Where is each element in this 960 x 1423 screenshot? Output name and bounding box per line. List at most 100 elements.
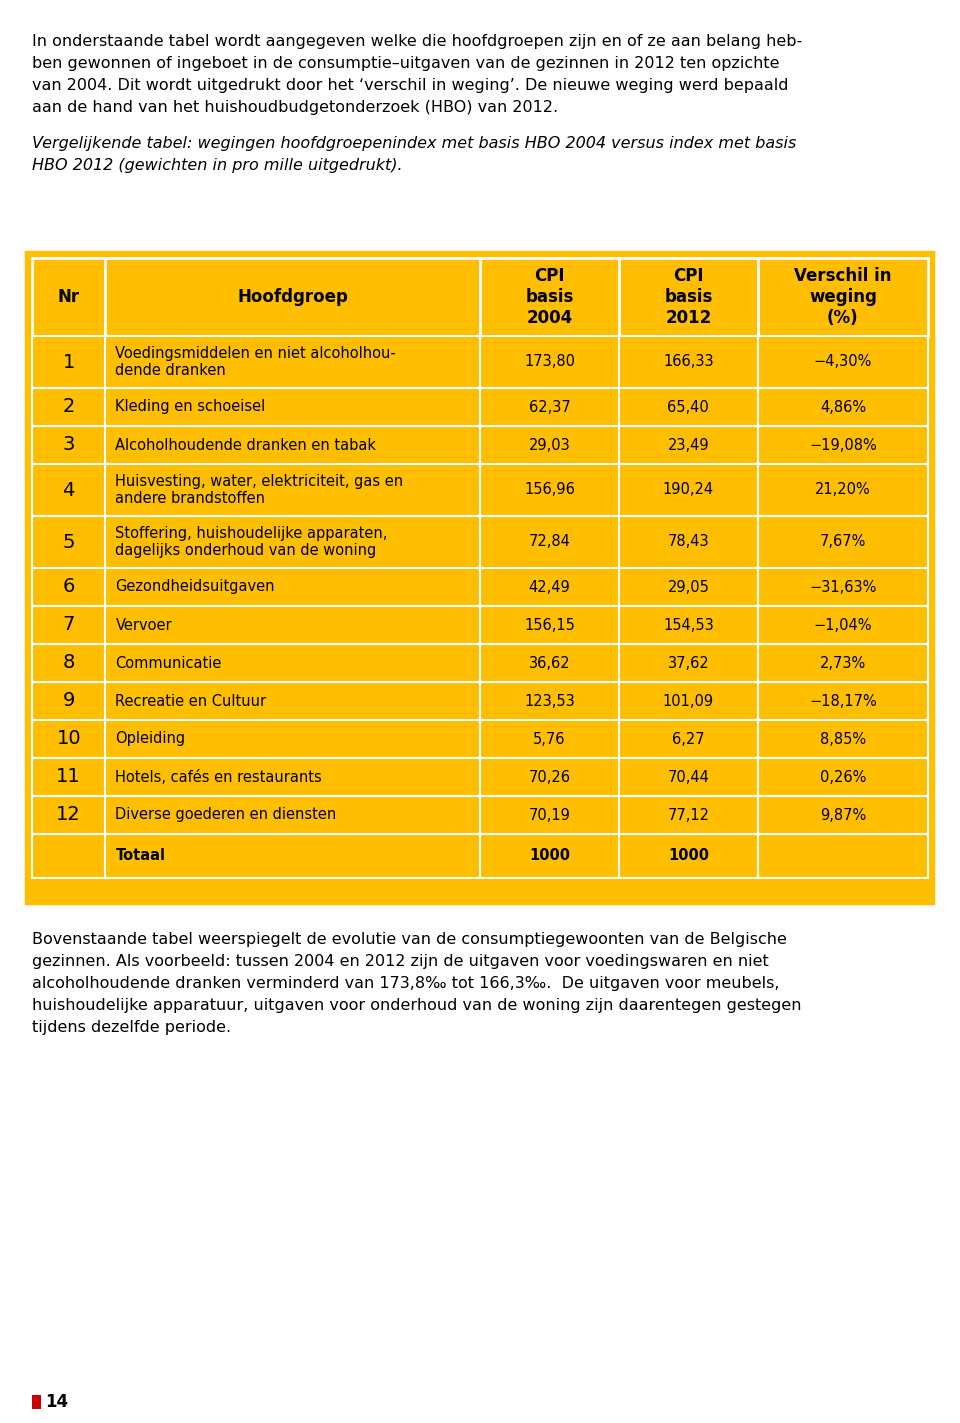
Bar	[32, 834, 106, 878]
Bar	[32, 720, 106, 758]
Bar	[480, 645, 619, 682]
Bar	[480, 388, 619, 425]
Text: Opleiding: Opleiding	[115, 731, 185, 747]
Text: Nr: Nr	[58, 287, 80, 306]
Bar	[106, 834, 480, 878]
Text: Stoffering, huishoudelijke apparaten,
dagelijks onderhoud van de woning: Stoffering, huishoudelijke apparaten, da…	[115, 527, 388, 558]
Text: Kleding en schoeisel: Kleding en schoeisel	[115, 400, 266, 414]
Text: Vergelijkende tabel: wegingen hoofdgroepenindex met basis HBO 2004 versus index : Vergelijkende tabel: wegingen hoofdgroep…	[32, 137, 797, 151]
Text: Voedingsmiddelen en niet alcoholhou-
dende dranken: Voedingsmiddelen en niet alcoholhou- den…	[115, 346, 396, 379]
Bar	[32, 758, 106, 795]
Bar	[106, 425, 480, 464]
Text: 1000: 1000	[529, 848, 570, 864]
Bar	[480, 795, 619, 834]
Bar	[757, 758, 928, 795]
Text: 2,73%: 2,73%	[820, 656, 866, 670]
Text: 4,86%: 4,86%	[820, 400, 866, 414]
Text: ben gewonnen of ingeboet in de consumptie–uitgaven van de gezinnen in 2012 ten o: ben gewonnen of ingeboet in de consumpti…	[32, 55, 780, 71]
Text: 8,85%: 8,85%	[820, 731, 866, 747]
Bar	[619, 258, 757, 336]
Text: 9: 9	[62, 692, 75, 710]
Bar	[757, 834, 928, 878]
Text: huishoudelijke apparatuur, uitgaven voor onderhoud van de woning zijn daarentege: huishoudelijke apparatuur, uitgaven voor…	[32, 998, 802, 1013]
Text: Vervoer: Vervoer	[115, 618, 172, 632]
Bar	[32, 464, 106, 517]
Text: 123,53: 123,53	[524, 693, 575, 709]
Text: −31,63%: −31,63%	[809, 579, 876, 595]
Text: aan de hand van het huishoudbudgetonderzoek (HBO) van 2012.: aan de hand van het huishoudbudgetonderz…	[32, 100, 558, 115]
Text: 23,49: 23,49	[667, 437, 709, 453]
Bar	[480, 606, 619, 645]
Bar	[757, 795, 928, 834]
Bar	[106, 517, 480, 568]
Text: Verschil in
weging
(%): Verschil in weging (%)	[794, 268, 892, 327]
Text: 78,43: 78,43	[667, 535, 709, 549]
Bar	[480, 517, 619, 568]
Text: 2: 2	[62, 397, 75, 417]
Text: 156,15: 156,15	[524, 618, 575, 632]
Text: 37,62: 37,62	[667, 656, 709, 670]
Text: 190,24: 190,24	[662, 482, 714, 498]
Bar	[619, 464, 757, 517]
Text: 1: 1	[62, 353, 75, 371]
Bar	[757, 464, 928, 517]
Bar	[32, 425, 106, 464]
Bar	[619, 682, 757, 720]
Text: −19,08%: −19,08%	[809, 437, 876, 453]
Text: 7: 7	[62, 616, 75, 635]
Text: 42,49: 42,49	[529, 579, 570, 595]
Bar	[757, 606, 928, 645]
Bar	[106, 464, 480, 517]
Text: 166,33: 166,33	[663, 354, 713, 370]
Bar	[757, 336, 928, 388]
Bar	[106, 606, 480, 645]
Text: 29,03: 29,03	[529, 437, 570, 453]
Text: 5,76: 5,76	[533, 731, 565, 747]
Text: 65,40: 65,40	[667, 400, 709, 414]
Bar	[757, 720, 928, 758]
Bar	[32, 606, 106, 645]
Text: HBO 2012 (gewichten in pro mille uitgedrukt).: HBO 2012 (gewichten in pro mille uitgedr…	[32, 158, 402, 174]
Bar	[619, 720, 757, 758]
Bar	[757, 645, 928, 682]
Text: Hotels, cafés en restaurants: Hotels, cafés en restaurants	[115, 770, 323, 784]
Bar	[480, 758, 619, 795]
Bar	[480, 425, 619, 464]
Bar	[619, 425, 757, 464]
Text: 9,87%: 9,87%	[820, 807, 866, 822]
Text: 8: 8	[62, 653, 75, 673]
Text: 72,84: 72,84	[529, 535, 570, 549]
Text: −1,04%: −1,04%	[814, 618, 872, 632]
Bar	[22, 248, 938, 908]
Text: Recreatie en Cultuur: Recreatie en Cultuur	[115, 693, 267, 709]
Text: gezinnen. Als voorbeeld: tussen 2004 en 2012 zijn de uitgaven voor voedingswaren: gezinnen. Als voorbeeld: tussen 2004 en …	[32, 953, 769, 969]
Bar	[106, 336, 480, 388]
Bar	[619, 388, 757, 425]
Text: 101,09: 101,09	[662, 693, 714, 709]
Text: 62,37: 62,37	[529, 400, 570, 414]
Bar	[480, 336, 619, 388]
Bar	[106, 720, 480, 758]
Bar	[757, 388, 928, 425]
Text: Gezondheidsuitgaven: Gezondheidsuitgaven	[115, 579, 275, 595]
Bar	[106, 758, 480, 795]
Text: 70,44: 70,44	[667, 770, 709, 784]
Text: Totaal: Totaal	[115, 848, 165, 864]
Text: 21,20%: 21,20%	[815, 482, 871, 498]
Text: 6: 6	[62, 578, 75, 596]
Text: Alcoholhoudende dranken en tabak: Alcoholhoudende dranken en tabak	[115, 437, 376, 453]
Bar	[32, 388, 106, 425]
Text: 7,67%: 7,67%	[820, 535, 866, 549]
Bar	[619, 795, 757, 834]
Text: 36,62: 36,62	[529, 656, 570, 670]
Text: 3: 3	[62, 435, 75, 454]
Bar	[106, 645, 480, 682]
Bar	[619, 336, 757, 388]
Bar	[480, 568, 619, 606]
Text: 0,26%: 0,26%	[820, 770, 866, 784]
Bar	[757, 258, 928, 336]
Bar	[32, 795, 106, 834]
Text: CPI
basis
2004: CPI basis 2004	[525, 268, 574, 327]
Text: 173,80: 173,80	[524, 354, 575, 370]
Bar	[757, 425, 928, 464]
